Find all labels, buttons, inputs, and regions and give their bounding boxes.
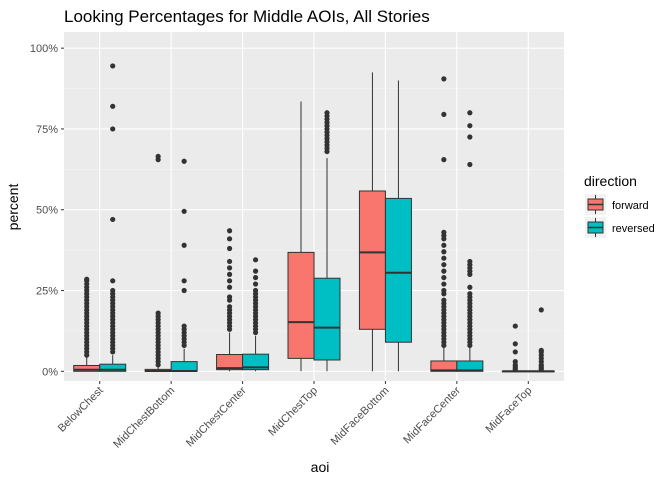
box-reversed-MidFaceCenter [456, 110, 484, 372]
outlier-point [226, 245, 233, 252]
y-tick-label: 75% [36, 124, 58, 136]
outlier-point [512, 359, 518, 365]
box-reversed-MidFaceTop [527, 307, 555, 373]
box-body [287, 251, 315, 359]
y-tick-label: 100% [30, 43, 58, 55]
box-body [242, 353, 270, 371]
outlier-point [441, 242, 447, 248]
box-body [313, 277, 341, 361]
outlier-point [252, 257, 259, 263]
outlier-point [441, 76, 447, 82]
outlier-point [467, 123, 473, 129]
outlier-point [441, 297, 447, 303]
legend: direction forward reversed [584, 173, 655, 238]
legend-entry-label: reversed [612, 223, 655, 235]
outlier-point [441, 249, 447, 255]
outlier-point [110, 103, 116, 109]
outlier-point [181, 278, 187, 284]
outlier-point [467, 284, 473, 290]
outlier-point [181, 158, 187, 164]
outlier-point [441, 262, 447, 268]
legend-title: direction [584, 173, 637, 189]
outlier-point [252, 274, 259, 281]
outlier-point [226, 258, 233, 265]
outlier-point [441, 255, 447, 261]
outlier-point [155, 153, 161, 160]
outlier-point [252, 281, 259, 287]
outlier-point [467, 161, 473, 168]
outlier-point [441, 287, 447, 294]
outlier-point [441, 281, 447, 287]
box-body [99, 363, 127, 372]
outlier-point [181, 242, 187, 248]
legend-entry-label: forward [612, 200, 649, 212]
outlier-point [110, 126, 116, 132]
box-forward-MidChestCenter [216, 228, 244, 372]
outlier-point [110, 63, 116, 69]
y-tick-label: 25% [36, 286, 58, 298]
outlier-point [512, 349, 518, 355]
outlier-point [181, 208, 187, 214]
outlier-point [441, 268, 447, 274]
outlier-point [467, 110, 473, 116]
outlier-point [226, 294, 233, 300]
outlier-point [538, 307, 544, 313]
outlier-point [226, 228, 233, 234]
outlier-point [226, 265, 233, 271]
y-tick-label: 0% [42, 366, 58, 378]
outlier-point [467, 258, 473, 265]
outlier-point [110, 216, 116, 223]
box-forward-MidChestTop [287, 101, 315, 372]
box-forward-MidFaceBottom [358, 72, 386, 372]
legend-key-forward [585, 194, 606, 215]
outlier-point [467, 291, 473, 297]
outlier-point [512, 341, 518, 347]
outlier-point [467, 134, 473, 140]
outlier-point [181, 287, 187, 294]
outlier-point [110, 278, 116, 284]
box-body [170, 361, 198, 372]
box-forward-BelowChest [73, 276, 101, 372]
outlier-point [110, 287, 116, 294]
box-forward-MidFaceCenter [430, 76, 458, 372]
outlier-point [512, 323, 518, 329]
box-forward-MidChestBottom [144, 153, 172, 372]
outlier-point [441, 229, 447, 235]
box-reversed-MidChestBottom [170, 158, 198, 372]
box-reversed-MidFaceBottom [384, 80, 412, 372]
box-reversed-MidChestTop [313, 110, 341, 372]
outlier-point [441, 157, 447, 163]
outlier-point [155, 310, 161, 316]
box-reversed-MidChestCenter [242, 257, 270, 372]
outlier-point [226, 278, 233, 284]
x-axis-label: aoi [311, 459, 330, 475]
box-reversed-BelowChest [99, 63, 127, 372]
outlier-point [252, 287, 259, 294]
legend-key-reversed [585, 217, 606, 238]
y-tick-label: 50% [36, 205, 58, 217]
box-body [384, 197, 412, 343]
outlier-point [181, 323, 187, 329]
outlier-point [441, 274, 447, 281]
box-body [358, 190, 386, 330]
outlier-point [226, 304, 233, 310]
outlier-point [538, 347, 544, 353]
chart-title: Looking Percentages for Middle AOIs, All… [64, 7, 430, 26]
outlier-point [441, 111, 447, 118]
outlier-point [226, 284, 233, 290]
outlier-point [324, 110, 330, 116]
outlier-point [252, 268, 259, 274]
y-axis-label: percent [5, 184, 21, 231]
outlier-point [226, 236, 233, 242]
outlier-point [226, 271, 233, 277]
outlier-point [84, 276, 90, 282]
